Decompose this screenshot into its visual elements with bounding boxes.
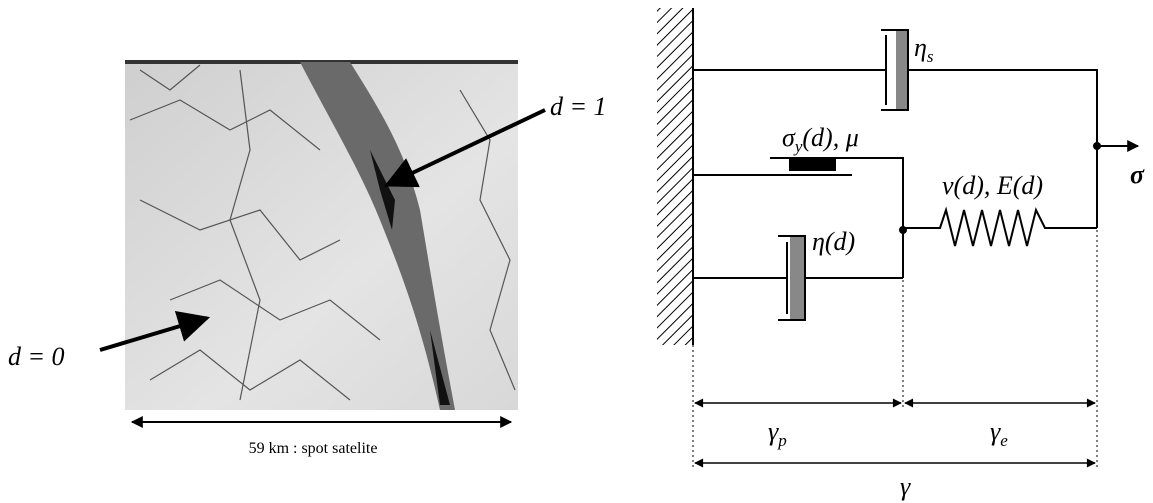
label-sub: y — [793, 137, 803, 156]
label-eta-s: ηs — [914, 33, 934, 66]
label-rest: (d), μ — [802, 123, 858, 152]
dim-guides — [693, 230, 1097, 470]
page: {"left_panel": {"label_top": "d = 1", "l… — [0, 0, 1153, 503]
label-sub: p — [777, 431, 787, 450]
label-sub: s — [927, 47, 934, 66]
label-sub: e — [1000, 431, 1008, 450]
label-eta-d: η(d) — [812, 227, 855, 256]
dim-arrows — [695, 403, 1095, 463]
node — [899, 226, 907, 234]
label-sigma: σ — [1130, 160, 1145, 189]
label-gamma-e: γe — [990, 417, 1008, 450]
label-sigma-y: σy(d), μ — [782, 123, 859, 156]
caption: 59 km : spot satelite — [249, 440, 378, 457]
label-gamma: γ — [900, 472, 911, 501]
label-gamma-p: γp — [768, 417, 787, 450]
figure: d = 1 d = 0 59 km : spot satelite — [0, 0, 1153, 503]
model — [657, 8, 1138, 345]
label-spring: ν(d), E(d) — [942, 171, 1043, 200]
label-base: η — [914, 33, 927, 62]
label-d0: d = 0 — [8, 342, 65, 371]
label-d1: d = 1 — [550, 92, 607, 121]
satellite-image — [125, 60, 518, 410]
node — [1093, 142, 1101, 150]
